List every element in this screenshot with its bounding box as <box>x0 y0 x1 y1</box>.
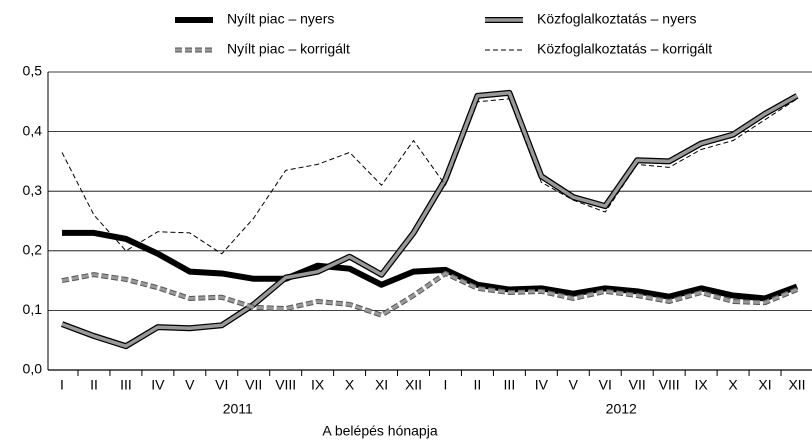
y-tick-label: 0,0 <box>23 361 43 377</box>
y-tick-label: 0,2 <box>23 242 43 258</box>
y-tick-label: 0,3 <box>23 182 43 198</box>
series-line <box>61 91 798 348</box>
x-tick-label: III <box>504 377 516 393</box>
x-tick-label: III <box>120 377 132 393</box>
series-line <box>62 229 799 302</box>
legend-label: Nyílt piac – nyers <box>227 11 334 27</box>
x-tick-label: IX <box>311 377 325 393</box>
legend-label: Közfoglalkoztatás – nyers <box>537 11 697 27</box>
year-label: 2012 <box>606 401 637 417</box>
x-tick-label: XII <box>405 377 422 393</box>
y-tick-label: 0,1 <box>23 301 43 317</box>
x-tick-label: II <box>474 377 482 393</box>
x-tick-label: XI <box>375 377 388 393</box>
x-tick-label: II <box>90 377 98 393</box>
x-tick-label: VI <box>599 377 612 393</box>
legend-label: Nyílt piac – korrigált <box>227 41 350 57</box>
x-tick-label: V <box>569 377 579 393</box>
x-tick-label: IV <box>535 377 549 393</box>
x-tick-label: X <box>345 377 355 393</box>
x-tick-label: IX <box>695 377 709 393</box>
y-tick-label: 0,4 <box>23 122 43 138</box>
x-tick-label: IV <box>151 377 165 393</box>
legend-label: Közfoglalkoztatás – korrigált <box>537 41 712 57</box>
x-tick-label: I <box>60 377 64 393</box>
x-tick-label: XII <box>788 377 805 393</box>
series-line <box>61 271 798 317</box>
x-tick-label: VIII <box>659 377 680 393</box>
x-tick-label: VII <box>245 377 262 393</box>
series-outline <box>61 270 798 318</box>
x-tick-label: X <box>728 377 738 393</box>
series-line <box>61 98 798 255</box>
x-tick-label: V <box>185 377 195 393</box>
x-tick-label: VIII <box>275 377 296 393</box>
x-tick-label: XI <box>758 377 771 393</box>
y-tick-label: 0,5 <box>23 63 43 79</box>
year-label: 2011 <box>223 401 253 417</box>
x-tick-label: VII <box>629 377 646 393</box>
x-tick-label: VI <box>215 377 228 393</box>
series-outline <box>60 89 799 350</box>
x-tick-label: I <box>444 377 448 393</box>
x-axis-label: A belépés hónapja <box>322 423 437 439</box>
